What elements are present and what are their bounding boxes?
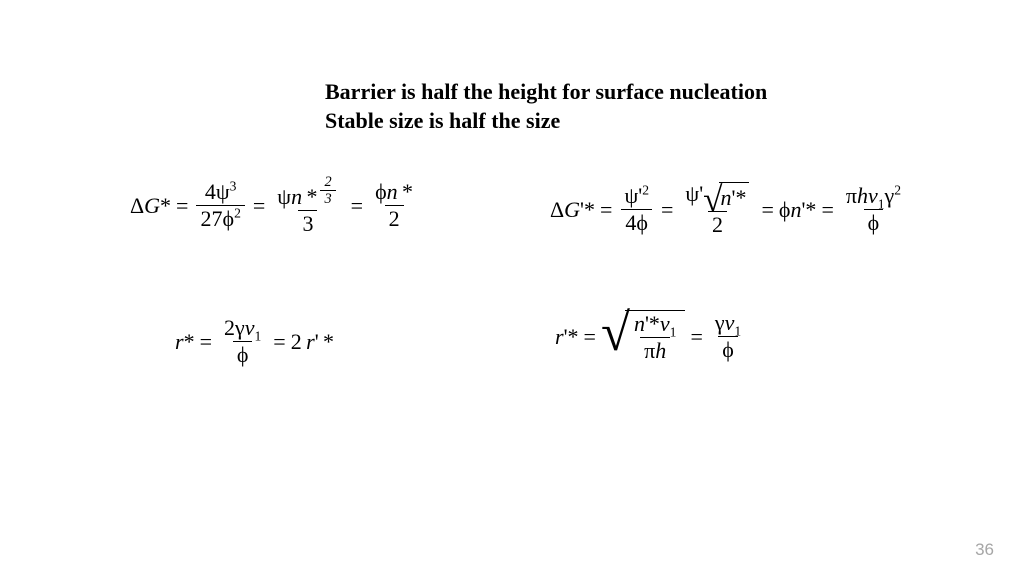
heading-line-2: Stable size is half the size	[325, 108, 560, 133]
equation-dg-prime-star: ΔG'* = ψ'2 4ϕ = ψ'√n'* 2 = ϕn'* = πhv1γ2…	[550, 182, 908, 237]
slide-heading: Barrier is half the height for surface n…	[325, 78, 767, 135]
equation-dg-star: ΔG* = 4ψ3 27ϕ2 = ψn *23 3 = ϕn * 2	[130, 175, 420, 236]
heading-line-1: Barrier is half the height for surface n…	[325, 79, 767, 104]
page-number: 36	[975, 540, 994, 560]
equation-r-star: r* = 2γv1 ϕ = 2 r' *	[175, 316, 334, 367]
equation-r-prime-star: r'* = √ n'*v1 πh = γv1 ϕ	[555, 310, 748, 363]
